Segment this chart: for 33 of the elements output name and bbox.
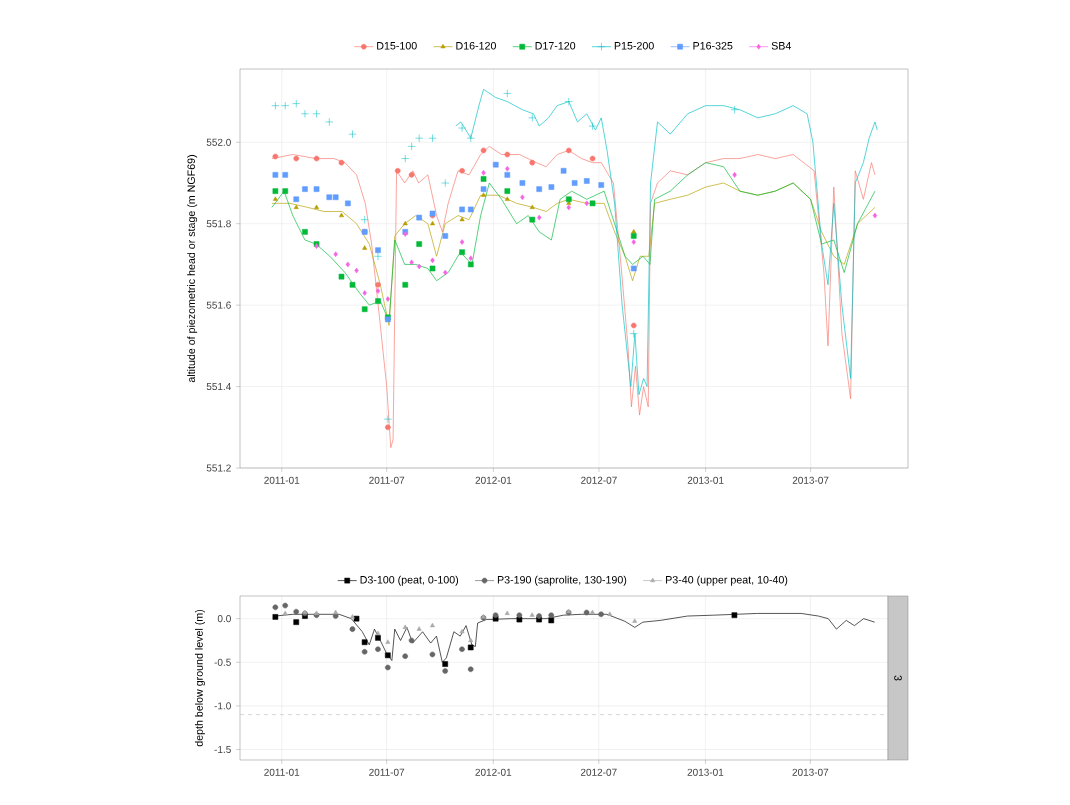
y-tick-label: 0.0	[217, 615, 231, 623]
y-tick-label: -1.5	[214, 746, 231, 754]
x-tick-label: 2012-01	[475, 476, 512, 484]
x-tick-label: 2013-01	[687, 476, 724, 484]
x-tick-label: 2012-01	[475, 768, 512, 776]
legend-label: D16-120	[456, 41, 496, 50]
legend-label: D15-100	[377, 41, 417, 50]
legend-label: P15-200	[614, 41, 654, 50]
x-tick-label: 2013-07	[792, 476, 829, 484]
x-tick-label: 2011-07	[369, 476, 405, 484]
y-axis-title: depth below ground level (m)	[194, 609, 205, 747]
x-tick-label: 2011-01	[264, 476, 300, 484]
y-tick-label: 551.8	[206, 220, 231, 228]
x-tick-label: 2011-07	[369, 768, 405, 776]
x-tick-label: 2011-01	[264, 768, 300, 776]
y-tick-label: 551.6	[206, 301, 231, 309]
legend-label: D3-100 (peat, 0-100)	[360, 575, 459, 586]
legend-label: D17-120	[535, 41, 576, 50]
legend-label: P3-190 (saprolite, 130-190)	[497, 575, 627, 586]
legend-label: P16-325	[693, 41, 733, 50]
x-tick-label: 2013-01	[687, 768, 724, 776]
legend-label: SB4	[771, 41, 792, 50]
x-tick-label: 2013-07	[792, 768, 829, 776]
y-tick-label: 551.2	[206, 464, 231, 472]
x-tick-label: 2012-07	[580, 768, 617, 776]
y-tick-label: 552.0	[206, 138, 231, 146]
text: 3	[894, 675, 902, 681]
x-tick-label: 2012-07	[581, 476, 617, 484]
y-tick-label: -1.0	[214, 702, 231, 710]
y-axis-title: altitude of piezometric head or stage (m NGF69)	[187, 155, 198, 383]
legend-label: P3-40 (upper peat, 10-40)	[666, 575, 788, 586]
y-tick-label: 551.4	[206, 383, 231, 391]
y-tick-label: -0.5	[214, 658, 231, 666]
